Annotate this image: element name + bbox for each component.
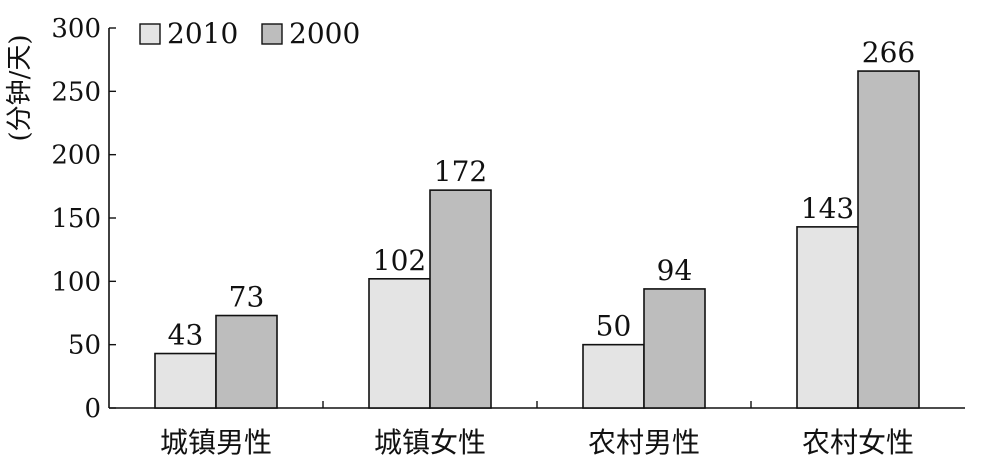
data-label: 143: [801, 192, 854, 225]
data-label: 50: [596, 310, 632, 343]
legend-label: 2010: [167, 17, 238, 50]
bar: [857, 70, 920, 409]
bar: [154, 352, 217, 409]
bar: [429, 189, 492, 409]
bar: [215, 314, 278, 409]
data-label: 172: [434, 155, 487, 188]
y-tick-label: 150: [51, 204, 101, 234]
legend-swatch: [139, 23, 161, 45]
category-label: 农村男性: [588, 426, 700, 459]
y-axis-ticks: 0 50 100 150 200 250 300: [51, 14, 116, 424]
bar: [582, 343, 645, 409]
y-tick-label: 200: [51, 141, 101, 171]
y-tick-label: 50: [68, 331, 101, 361]
y-tick-label: 300: [51, 14, 101, 44]
bars: [154, 70, 920, 409]
category-label: 城镇女性: [374, 426, 486, 459]
y-tick-label: 100: [51, 267, 101, 297]
data-label: 73: [229, 281, 265, 314]
data-label: 266: [862, 36, 915, 69]
bar: [796, 226, 859, 409]
data-label: 94: [657, 254, 693, 287]
legend-swatch: [261, 23, 283, 45]
data-label: 102: [373, 244, 426, 277]
category-label: 城镇男性: [160, 426, 272, 459]
y-tick-label: 0: [84, 394, 101, 424]
legend-label: 2000: [289, 17, 360, 50]
y-axis-label: (分钟/天): [5, 34, 35, 141]
bar: [368, 277, 431, 409]
bar: [643, 288, 706, 409]
category-labels: 城镇男性 城镇女性 农村男性 农村女性: [160, 426, 914, 459]
data-label: 43: [168, 319, 204, 352]
category-label: 农村女性: [802, 426, 914, 459]
data-labels: 43 73 102 172 50 94 143 266: [168, 36, 916, 351]
y-tick-label: 250: [51, 77, 101, 107]
legend: 2010 2000: [139, 17, 360, 50]
